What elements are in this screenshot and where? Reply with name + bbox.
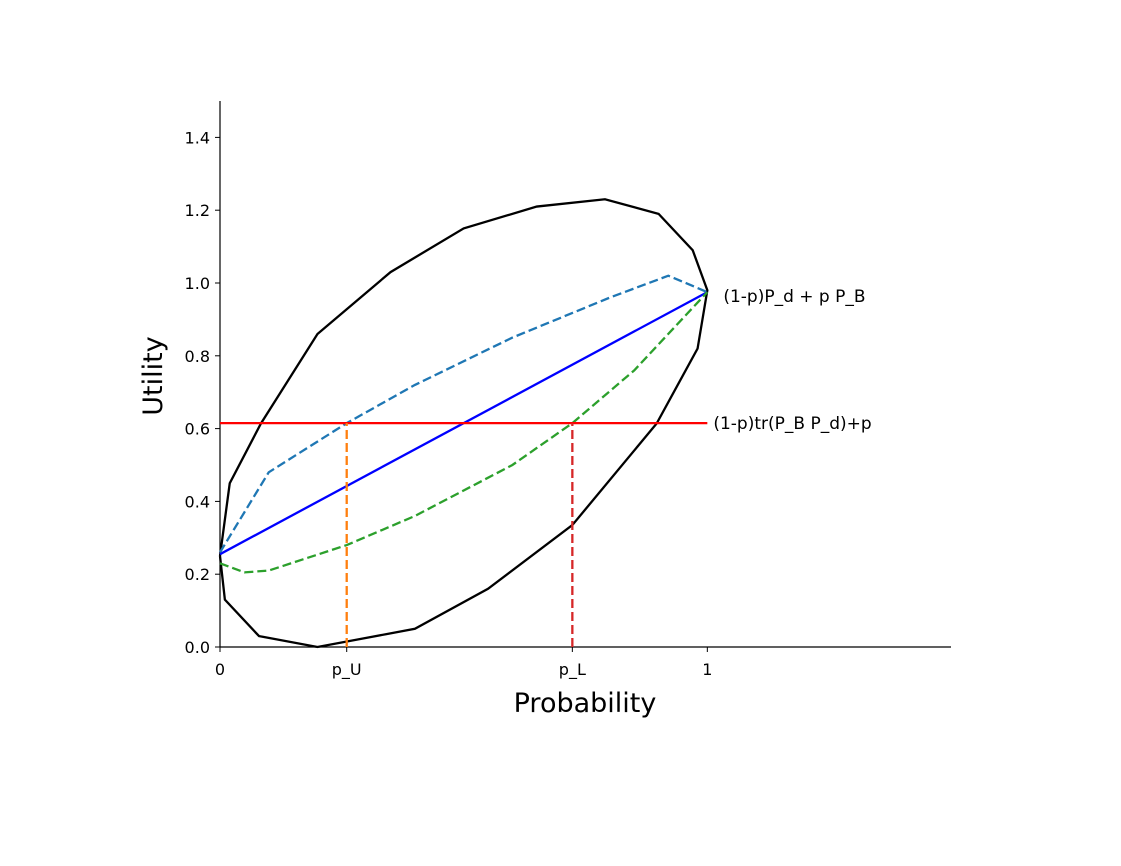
x-axis-label: Probability [514,688,657,719]
x-tick-label: 0 [215,660,225,679]
y-tick-label: 1.2 [185,201,210,220]
y-tick-label: 0.8 [185,347,210,366]
y-tick-label: 0.2 [185,565,210,584]
x-tick-label: p_U [332,660,362,680]
line-series [219,274,708,553]
line-series [218,198,709,649]
line-series [219,291,709,574]
y-tick-label: 0.6 [185,420,210,439]
y-tick-label: 0.0 [185,638,210,657]
y-axis-label: Utility [138,336,169,415]
annotation: (1-p)P_d + p P_B [723,287,865,307]
x-tick-label: p_L [559,660,586,680]
y-tick-label: 1.4 [185,128,210,147]
annotation: (1-p)tr(P_B P_d)+p [713,414,871,434]
y-tick-label: 1.0 [185,274,210,293]
y-tick-label: 0.4 [185,492,210,511]
x-tick-label: 1 [702,660,712,679]
